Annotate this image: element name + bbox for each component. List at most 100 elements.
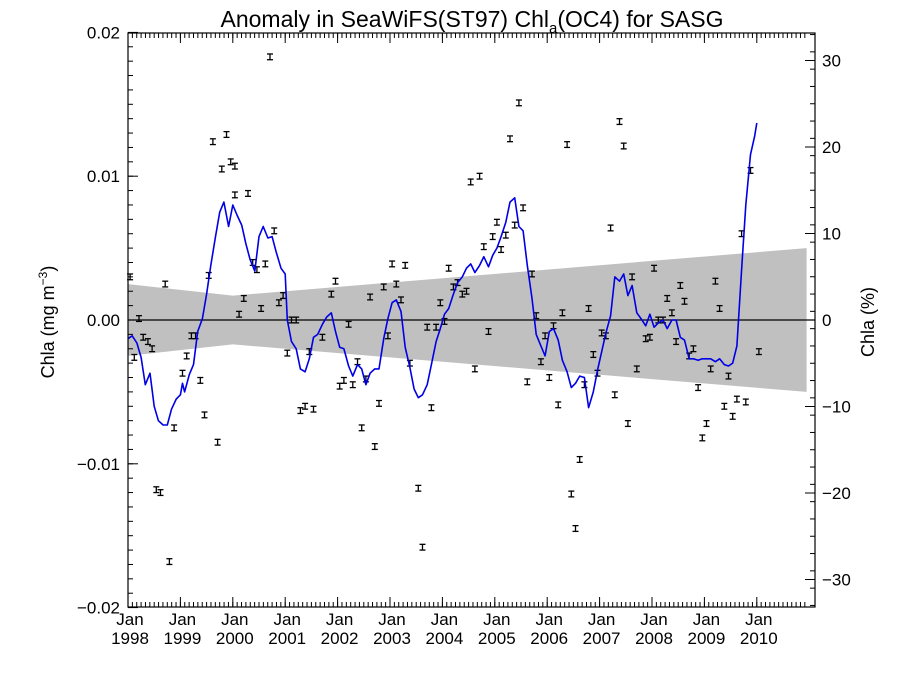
anomaly-point [310, 405, 317, 413]
anomaly-point [271, 227, 278, 235]
anomaly-point [572, 524, 579, 533]
anomaly-point [358, 424, 365, 432]
anomaly-point [166, 558, 173, 566]
anomaly-point [153, 486, 160, 494]
anomaly-point [459, 290, 466, 298]
anomaly-point [231, 191, 238, 199]
anomaly-point [463, 287, 470, 295]
anomaly-point [651, 264, 658, 272]
anomaly-point [393, 280, 400, 288]
x-tick-label: Jan 2007 [583, 610, 621, 648]
anomaly-point [707, 365, 714, 373]
anomaly-point [375, 399, 382, 407]
anomaly-point [733, 395, 740, 403]
x-tick-label: Jan 2010 [740, 610, 778, 648]
anomaly-point [345, 320, 352, 328]
anomaly-point [699, 434, 706, 442]
right-tick-label: −30 [822, 571, 851, 590]
left-tick-label: −0.01 [77, 455, 120, 474]
anomaly-point [664, 294, 671, 302]
anomaly-point [144, 338, 151, 346]
anomaly-point [240, 294, 247, 302]
anomaly-point [402, 261, 409, 269]
anomaly-point [231, 162, 238, 170]
anomaly-point [275, 299, 282, 307]
left-tick-label: 0.02 [87, 23, 120, 42]
anomaly-point [467, 178, 474, 186]
anomaly-point [742, 398, 749, 406]
anomaly-point [380, 283, 387, 291]
anomaly-point [529, 270, 536, 278]
anomaly-point [297, 407, 304, 415]
anomaly-point [695, 384, 702, 392]
right-tick-label: −20 [822, 484, 851, 503]
anomaly-point [354, 358, 361, 366]
x-tick-label: Jan 2003 [373, 610, 411, 648]
anomaly-point [140, 333, 147, 341]
anomaly-point [585, 304, 592, 313]
anomaly-point [227, 158, 234, 166]
anomaly-point [332, 277, 339, 285]
anomaly-point [559, 309, 566, 317]
anomaly-point [171, 424, 178, 432]
anomaly-point [419, 543, 426, 551]
left-tick-label: 0.00 [87, 311, 120, 330]
anomaly-point [568, 490, 575, 498]
right-tick-label: 10 [822, 225, 841, 244]
anomaly-point [179, 369, 186, 377]
anomaly-point [340, 376, 347, 384]
anomaly-point [716, 304, 723, 313]
anomaly-point [433, 323, 440, 331]
chart-title: Anomaly in SeaWiFS(ST97) Chla(OC4) for S… [221, 6, 724, 37]
anomaly-point [712, 277, 719, 285]
axis-ticks [127, 31, 815, 609]
y-axis-right-label: Chla (%) [858, 287, 878, 357]
anomaly-point [214, 438, 221, 446]
anomaly-point [428, 404, 435, 412]
anomaly-point [721, 402, 728, 410]
anomaly-point [690, 345, 697, 353]
anomaly-point [183, 352, 190, 360]
anomaly-point [616, 118, 623, 126]
anomaly-point [620, 142, 627, 150]
anomaly-point [209, 138, 216, 146]
anomaly-point [197, 376, 204, 384]
anomaly-point [389, 260, 396, 268]
x-tick-label: Jan 2008 [635, 610, 673, 648]
x-tick-label: Jan 2004 [425, 610, 463, 648]
x-tick-label: Jan 2006 [530, 610, 568, 648]
anomaly-point [546, 373, 553, 382]
anomaly-point [498, 246, 505, 254]
anomaly-point [598, 329, 605, 337]
right-tick-label: 30 [822, 52, 841, 71]
anomaly-point [511, 221, 518, 229]
anomaly-point [445, 264, 452, 272]
anomaly-point [646, 333, 653, 341]
anomaly-point [485, 327, 492, 336]
anomaly-point [471, 365, 478, 373]
anomaly-point [201, 411, 208, 419]
tick-labels: 0.02 0.01 0.00 −0.01 −0.02 30 20 10 0 −10 −20 −30 Ja… [77, 23, 851, 648]
right-tick-label: 0 [822, 311, 831, 330]
anomaly-point [157, 489, 164, 497]
x-tick-label: Jan 2002 [321, 610, 359, 648]
anomaly-point [520, 204, 527, 212]
anomaly-point [755, 348, 762, 356]
anomaly-point [642, 335, 649, 343]
right-tick-label: 20 [822, 138, 841, 157]
anomaly-point [280, 292, 287, 300]
x-tick-label: Jan 2005 [478, 610, 516, 648]
anomaly-point [506, 135, 513, 143]
anomaly-point [725, 372, 732, 380]
anomaly-point [328, 290, 335, 298]
anomaly-point [267, 53, 274, 61]
anomaly-point [542, 332, 549, 340]
anomaly-point [480, 243, 487, 251]
anomaly-point [611, 391, 618, 399]
x-tick-label: Jan 1999 [163, 610, 201, 648]
anomaly-point [244, 189, 251, 197]
anomaly-point [502, 231, 509, 239]
anomaly-point [576, 455, 583, 464]
anomaly-point [524, 378, 531, 386]
